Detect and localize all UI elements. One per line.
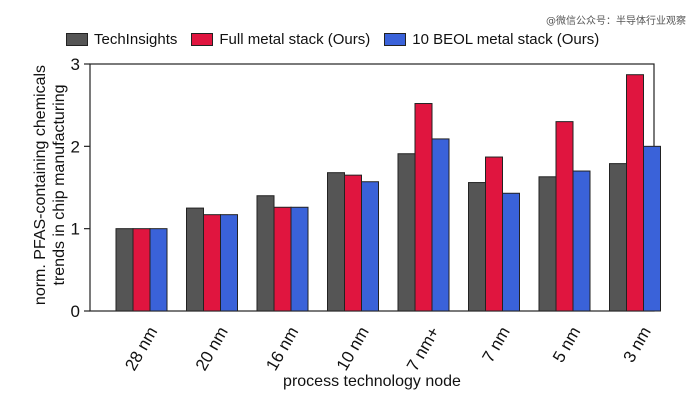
legend-swatch-10-beol-metal-stack [384,33,407,46]
x-tick-label-1: 20 nm [192,324,232,374]
bar-full-metal-stack-7 [626,74,644,312]
x-tick-label-6: 5 nm [549,324,584,366]
x-tick-label-7: 3 nm [620,324,655,366]
bar-techinsights-4 [397,153,416,312]
bar-full-metal-stack-0 [132,228,151,312]
bar-techinsights-5 [468,182,486,312]
x-tick-label-4: 7 nm+ [403,323,443,374]
bar-10-beol-metal-stack-4 [431,138,450,312]
bar-10-beol-metal-stack-5 [502,192,520,312]
x-tick-label-5: 7 nm [479,324,514,366]
watermark: @微信公众号：半导体行业观察 [546,16,686,27]
bar-10-beol-metal-stack-2 [290,206,309,312]
legend-item-full-metal-stack: Full metal stack (Ours) [191,31,370,48]
legend-label-techinsights: TechInsights [94,31,178,48]
y-tick-label-0: 0 [71,302,80,321]
bar-10-beol-metal-stack-3 [361,181,379,312]
legend-label-10-beol-metal-stack: 10 BEOL metal stack (Ours) [412,31,600,48]
legend-swatch-techinsights [66,33,88,46]
bar-techinsights-2 [256,195,275,312]
bar-techinsights-1 [186,207,204,312]
legend-item-techinsights: TechInsights [66,31,177,48]
bar-10-beol-metal-stack-7 [643,145,661,312]
y-tick-label-1: 1 [71,220,80,239]
bar-10-beol-metal-stack-6 [572,170,591,312]
x-tick-label-3: 10 nm [333,324,373,374]
y-tick-label-2: 2 [71,137,80,156]
x-tick-label-2: 16 nm [262,324,302,374]
x-tick-label-0: 28 nm [121,324,161,374]
y-tick-label-3: 3 [71,55,80,74]
legend-item-10-beol-metal-stack: 10 BEOL metal stack (Ours) [384,31,599,48]
legend-label-full-metal-stack: Full metal stack (Ours) [219,31,371,48]
bar-full-metal-stack-4 [414,103,433,312]
bar-full-metal-stack-5 [485,156,503,312]
legend-swatch-full-metal-stack [191,33,214,46]
bar-techinsights-6 [538,176,557,312]
bar-full-metal-stack-3 [344,174,362,312]
bar-techinsights-3 [327,172,345,312]
bar-full-metal-stack-6 [555,121,574,312]
x-axis-label: process technology node [283,373,461,390]
bar-techinsights-7 [609,163,627,312]
bar-10-beol-metal-stack-0 [149,228,168,312]
bar-full-metal-stack-1 [203,214,221,312]
bar-10-beol-metal-stack-1 [220,214,238,312]
chart-legend: TechInsights Full metal stack (Ours) 10 … [66,31,599,48]
bar-techinsights-0 [115,228,134,312]
bar-full-metal-stack-2 [273,206,292,312]
